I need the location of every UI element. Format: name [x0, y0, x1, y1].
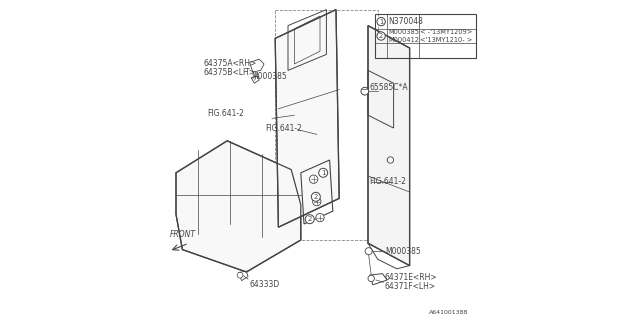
Circle shape [319, 168, 328, 177]
Circle shape [305, 215, 314, 224]
Circle shape [377, 18, 385, 26]
Circle shape [361, 87, 369, 95]
Text: 1: 1 [379, 19, 383, 25]
Text: FIG.641-2: FIG.641-2 [266, 124, 303, 133]
Circle shape [310, 175, 318, 183]
Polygon shape [368, 26, 410, 266]
Circle shape [237, 272, 243, 278]
Circle shape [312, 192, 321, 201]
Text: FIG.641-2: FIG.641-2 [207, 109, 244, 118]
Text: FIG.641-2: FIG.641-2 [369, 177, 406, 186]
Text: M000385: M000385 [388, 29, 419, 36]
Text: <'13MY1210- >: <'13MY1210- > [420, 36, 473, 43]
Text: FRONT: FRONT [170, 230, 196, 239]
Text: 2: 2 [308, 216, 312, 222]
Text: 65585C*A: 65585C*A [370, 83, 408, 92]
Text: 64371F<LH>: 64371F<LH> [385, 282, 436, 291]
Text: 1: 1 [321, 170, 326, 176]
Text: M000385: M000385 [385, 247, 420, 256]
Circle shape [377, 32, 385, 40]
Text: 2: 2 [379, 33, 383, 39]
Text: N370048: N370048 [388, 17, 423, 26]
Text: M000385: M000385 [251, 72, 287, 81]
Text: M000412: M000412 [388, 36, 419, 43]
Circle shape [368, 275, 374, 282]
Text: < -'13MY1209>: < -'13MY1209> [420, 29, 473, 36]
Circle shape [316, 213, 324, 222]
Polygon shape [176, 141, 301, 272]
Text: 64375B<LH>: 64375B<LH> [204, 68, 255, 77]
Text: 64333D: 64333D [250, 280, 280, 289]
Text: 64371E<RH>: 64371E<RH> [385, 273, 438, 282]
Polygon shape [275, 10, 339, 227]
Text: 64375A<RH>: 64375A<RH> [204, 59, 257, 68]
Text: 2: 2 [314, 194, 318, 200]
Text: A641001388: A641001388 [429, 310, 468, 316]
Bar [375, 14, 476, 58]
Circle shape [365, 248, 372, 255]
Circle shape [312, 197, 321, 206]
